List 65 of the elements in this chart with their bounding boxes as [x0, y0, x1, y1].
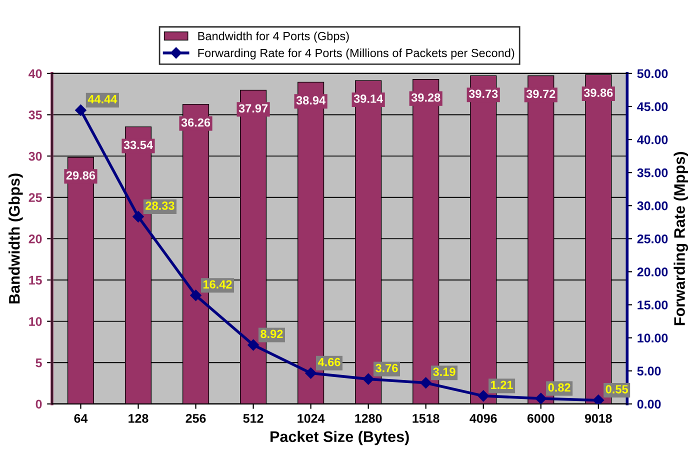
y-tick-label: 5: [36, 358, 42, 368]
y2-tick-label: 5.00: [637, 366, 661, 376]
y-axis-title: Bandwidth (Gbps): [8, 174, 23, 304]
x-tick-label: 4096: [470, 414, 497, 423]
y2-tick-label: 20.00: [637, 268, 668, 276]
point: [132, 211, 144, 222]
point: [75, 104, 86, 116]
y-tick-label: 20: [28, 234, 42, 244]
data-label: 38.94: [296, 96, 326, 105]
data-label: 44.44: [88, 95, 118, 104]
y2-tick-label: 45.00: [637, 102, 668, 112]
y-tick-label: 40: [28, 69, 42, 78]
x-tick-label: 256: [186, 414, 206, 423]
y2-tick-label: 35.00: [637, 168, 668, 178]
data-label: 39.14: [354, 94, 384, 103]
x-tick-label: 512: [243, 414, 264, 423]
point: [478, 390, 489, 402]
y-tick-label: 15: [29, 276, 42, 285]
x-tick-label: 128: [128, 414, 148, 423]
y-tick-label: 0: [36, 400, 42, 409]
legend-label: Bandwidth for 4 Ports (Gbps): [198, 32, 349, 43]
x-tick-label: 1024: [298, 414, 325, 423]
data-label: 0.82: [548, 383, 570, 392]
point: [420, 377, 432, 388]
y-tick-label: 10: [29, 317, 42, 326]
y-tick-label: 30: [28, 152, 42, 161]
data-label: 0.55: [606, 385, 628, 394]
data-label: 36.26: [181, 118, 210, 127]
point: [305, 368, 316, 379]
data-label: 39.86: [584, 88, 613, 97]
y2-tick-label: 10.00: [638, 334, 668, 342]
data-label: 39.28: [411, 93, 440, 102]
y2-tick-label: 0.00: [637, 400, 661, 409]
y2-tick-label: 15.00: [638, 300, 668, 310]
y2-tick-label: 50.00: [637, 69, 668, 78]
data-label: 16.42: [203, 280, 232, 289]
data-label: 37.97: [238, 104, 268, 113]
data-label: 39.72: [526, 90, 556, 98]
point: [362, 373, 374, 385]
x-tick-label: 1518: [412, 414, 440, 423]
data-label: 3.76: [376, 364, 398, 372]
data-label: 8.92: [260, 330, 283, 338]
x-axis-title: Packet Size (Bytes): [270, 430, 409, 446]
x-tick-label: 6000: [527, 414, 554, 423]
point: [190, 290, 202, 301]
data-label: 39.73: [468, 90, 498, 98]
y2-tick-label: 30.00: [637, 201, 668, 210]
data-label: 28.33: [146, 201, 174, 210]
data-label: 29.86: [66, 171, 96, 180]
point: [535, 392, 546, 404]
x-tick-label: 9018: [584, 414, 612, 423]
y-tick-label: 25: [28, 193, 42, 202]
y-tick-label: 35: [28, 110, 42, 120]
point: [248, 339, 259, 351]
data-label: 33.54: [124, 140, 153, 150]
data-label: 4.66: [318, 358, 340, 366]
legend-label: Forwarding Rate for 4 Ports (Millions of Packets per Second): [198, 48, 514, 60]
y2-tick-label: 25.00: [637, 234, 668, 244]
x-tick-label: 1280: [355, 414, 382, 423]
y2-axis-title: Forwarding Rate (Mpps): [674, 152, 688, 326]
data-label: 3.19: [433, 368, 456, 376]
data-label: 1.21: [491, 380, 513, 389]
point: [592, 394, 604, 404]
x-tick-label: 64: [74, 414, 88, 423]
y2-tick-label: 40.00: [637, 135, 668, 144]
